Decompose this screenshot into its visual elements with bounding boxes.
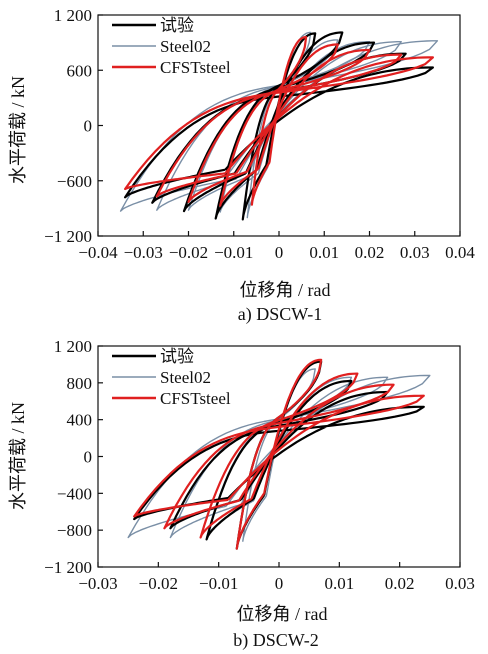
legend-label: Steel02 [160, 37, 211, 56]
panel-a-x-axis-label: 位移角 / rad [240, 280, 331, 300]
x-tick-label: 0 [275, 243, 284, 262]
y-tick-label: −600 [57, 172, 92, 191]
panel-b-y-ticks: −1 200 −800 −400 0 400 800 1 200 [44, 337, 103, 577]
y-tick-label: 800 [67, 374, 93, 393]
panel-a-x-ticks: −0.04 −0.03 −0.02 −0.01 0 0.01 0.02 0.03 0.04 [78, 231, 475, 262]
legend-label: 试验 [160, 16, 194, 35]
y-tick-label: 1 200 [54, 337, 92, 356]
x-tick-label: 0.02 [355, 243, 385, 262]
x-tick-label: −0.02 [139, 574, 178, 593]
x-tick-label: 0.04 [445, 243, 475, 262]
x-tick-label: 0 [275, 574, 284, 593]
x-tick-label: −0.03 [124, 243, 163, 262]
x-tick-label: −0.02 [169, 243, 208, 262]
x-tick-label: 0.03 [400, 243, 430, 262]
panel-b-y-axis-label: 水平荷载 / kN [8, 402, 28, 510]
hysteresis-loop [124, 56, 434, 191]
panel-a-y-axis-label: 水平荷载 / kN [8, 76, 28, 184]
hysteresis-loop [169, 390, 389, 530]
x-tick-label: 0.01 [324, 574, 354, 593]
y-tick-label: 400 [67, 411, 93, 430]
panel-b-x-ticks: −0.03 −0.02 −0.01 0 0.01 0.02 0.03 [78, 562, 475, 593]
y-tick-label: 0 [84, 448, 93, 467]
panel-a-y-ticks: −1 200 −600 0 600 1 200 [44, 6, 103, 246]
legend-label: Steel02 [160, 368, 211, 387]
x-tick-label: 0.03 [445, 574, 475, 593]
y-tick-label: −800 [57, 521, 92, 540]
panel-b-x-axis-label: 位移角 / rad [237, 604, 328, 624]
x-tick-label: 0.01 [309, 243, 339, 262]
y-tick-label: −400 [57, 484, 92, 503]
x-tick-label: −0.01 [214, 243, 253, 262]
panel-a: −0.04 −0.03 −0.02 −0.01 0 0.01 0.02 0.03 0.04 −1… [8, 6, 475, 325]
y-tick-label: −1 200 [44, 227, 92, 246]
y-tick-label: 600 [67, 61, 93, 80]
panel-a-caption: a) DSCW-1 [238, 304, 323, 325]
y-tick-label: −1 200 [44, 558, 92, 577]
y-tick-label: 1 200 [54, 6, 92, 25]
panel-b-caption: b) DSCW-2 [233, 630, 319, 651]
x-tick-label: −0.01 [199, 574, 238, 593]
x-tick-label: 0.02 [385, 574, 415, 593]
panel-a-legend: 试验 Steel02 CFSTsteel [112, 16, 231, 77]
panel-b: −0.03 −0.02 −0.01 0 0.01 0.02 0.03 −1 200−800−… [8, 337, 475, 651]
series-CFSTsteel-loops [133, 358, 425, 550]
x-tick-label: −0.03 [78, 574, 117, 593]
legend-label: 试验 [160, 347, 194, 366]
y-tick-label: 0 [84, 117, 93, 136]
panel-b-curves [127, 358, 431, 550]
legend-label: CFSTsteel [160, 58, 231, 77]
hysteresis-loop [235, 358, 323, 550]
panel-b-plot-frame [97, 345, 461, 568]
panel-a-curves [119, 31, 439, 221]
hysteresis-loop [163, 383, 395, 530]
legend-label: CFSTsteel [160, 389, 231, 408]
x-tick-label: −0.04 [78, 243, 118, 262]
panel-b-legend: 试验 Steel02 CFSTsteel [112, 347, 231, 408]
hysteresis-loop [133, 394, 425, 518]
series-CFSTsteel-loops [124, 36, 434, 207]
hysteresis-loop [199, 372, 359, 539]
